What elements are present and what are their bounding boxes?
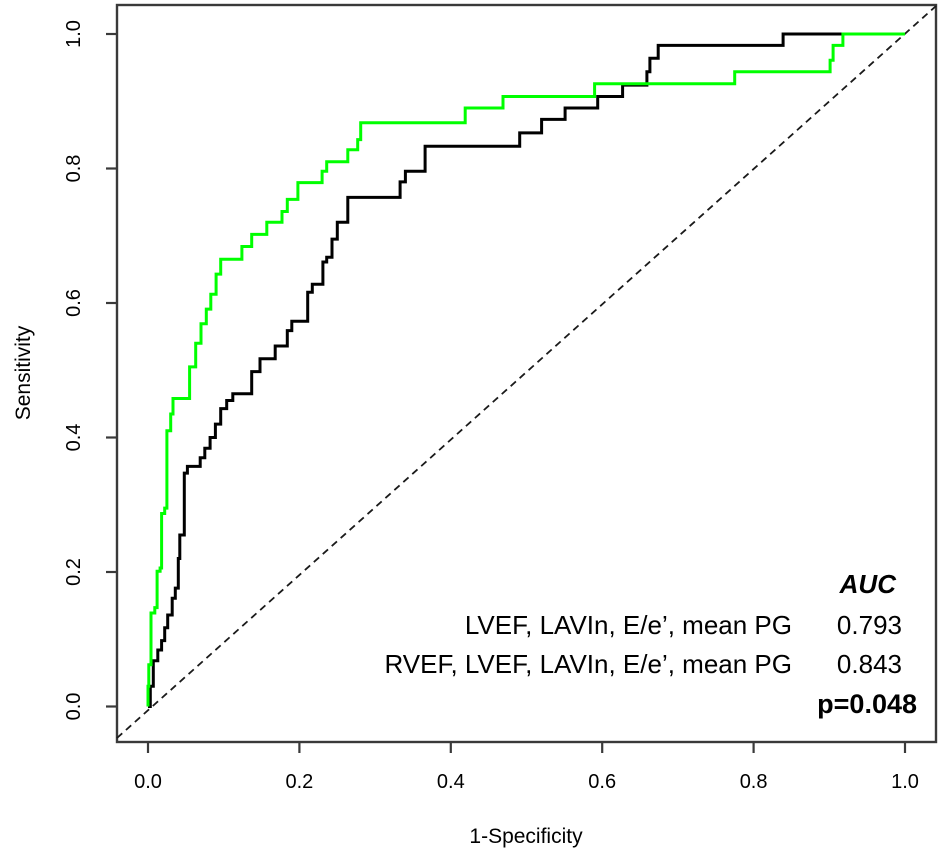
x-axis-title: 1-Specificity <box>469 825 583 848</box>
x-tick-label: 0.6 <box>588 771 616 793</box>
y-tick-label: 0.2 <box>63 558 85 586</box>
x-tick-label: 1.0 <box>891 771 919 793</box>
axis-ticks <box>106 32 907 753</box>
legend-label-green-model: RVEF, LVEF, LAVIn, E/e’, mean PG <box>384 649 792 679</box>
y-tick-label: 0.4 <box>63 424 85 452</box>
y-tick-label: 0.8 <box>63 155 85 183</box>
legend-auc-black-model: 0.793 <box>837 610 902 640</box>
y-tick-label: 0.0 <box>63 693 85 721</box>
x-tick-label: 0.2 <box>285 771 313 793</box>
roc-curve-green-rvef-model <box>146 32 905 707</box>
y-axis-tick-labels: 0.0 0.2 0.4 0.6 0.8 1.0 <box>63 20 85 720</box>
y-tick-label: 1.0 <box>63 20 85 48</box>
p-value-text: p=0.048 <box>817 689 917 719</box>
y-axis-title: Sensitivity <box>12 325 35 420</box>
legend-auc-green-model: 0.843 <box>837 649 902 679</box>
legend-auc-header: AUC <box>839 569 898 599</box>
x-axis-tick-labels: 0.0 0.2 0.4 0.6 0.8 1.0 <box>134 771 919 793</box>
x-tick-label: 0.4 <box>437 771 465 793</box>
y-tick-label: 0.6 <box>63 289 85 317</box>
x-tick-label: 0.8 <box>740 771 768 793</box>
roc-curve-black-lvef-model <box>148 32 905 708</box>
legend-label-black-model: LVEF, LAVIn, E/e’, mean PG <box>465 610 792 640</box>
diagonal-reference-line <box>116 5 937 739</box>
x-tick-label: 0.0 <box>134 771 162 793</box>
